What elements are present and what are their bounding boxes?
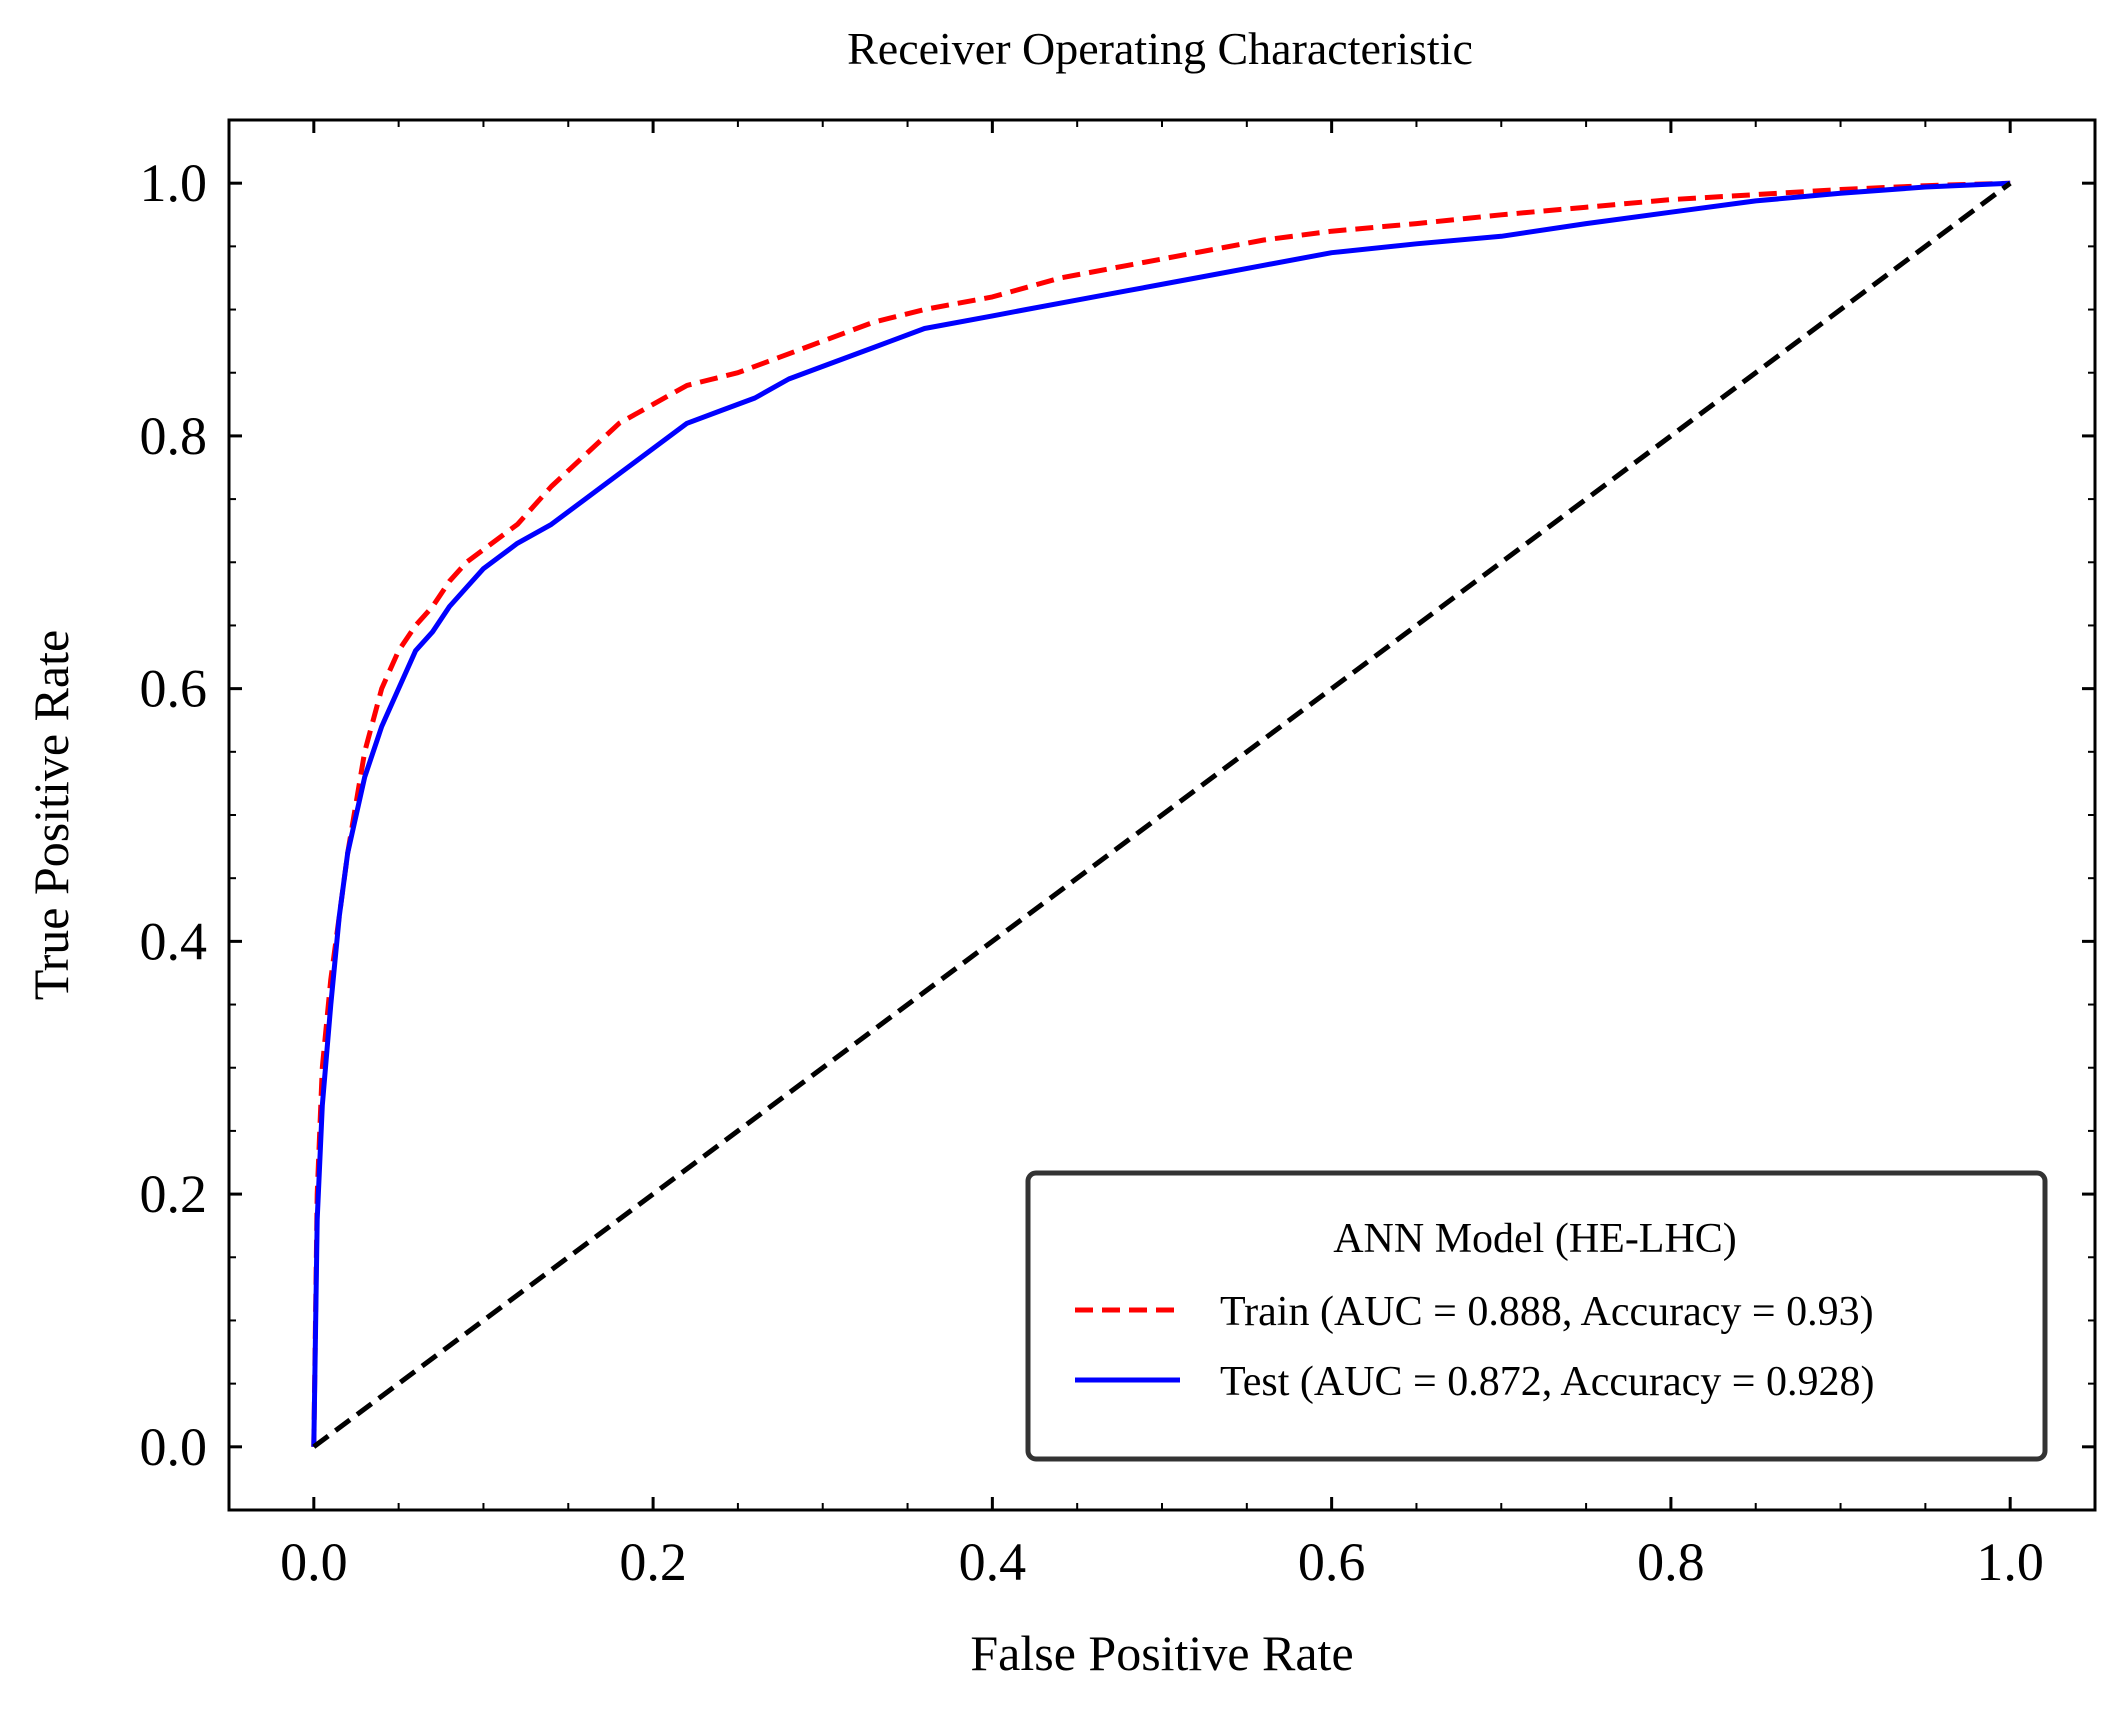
legend-train-label: Train (AUC = 0.888, Accuracy = 0.93)	[1220, 1289, 1874, 1335]
y-tick-label: 0.2	[140, 1164, 208, 1224]
x-tick-label: 0.6	[1298, 1532, 1366, 1592]
series-layer	[311, 180, 2012, 1449]
x-tick-label: 0.2	[619, 1532, 687, 1592]
chart-title: Receiver Operating Characteristic	[847, 23, 1473, 74]
y-tick-label: 1.0	[140, 153, 208, 213]
y-tick-label: 0.6	[140, 659, 208, 719]
test-roc-line	[311, 180, 2011, 1447]
y-tick-label: 0.0	[140, 1417, 208, 1477]
y-axis-label: True Positive Rate	[23, 630, 79, 1000]
chance-diagonal-line	[312, 181, 2012, 1449]
legend-title: ANN Model (HE-LHC)	[1333, 1216, 1737, 1262]
x-tick-label: 0.0	[280, 1532, 348, 1592]
legend-test-label: Test (AUC = 0.872, Accuracy = 0.928)	[1220, 1359, 1874, 1405]
legend-box	[1025, 1170, 2048, 1462]
x-tick-label: 0.4	[959, 1532, 1027, 1592]
y-tick-label: 0.8	[140, 406, 208, 466]
y-tick-label: 0.4	[140, 911, 208, 971]
ticks-layer: 0.0 0.0 0.2 0.2 0.4 0.4 0.6 0.6 0.8 0.8 1.0 1.0	[140, 119, 2096, 1592]
x-axis-label: False Positive Rate	[970, 1625, 1353, 1681]
x-tick-label: 0.8	[1637, 1532, 1705, 1592]
axes-frame	[227, 118, 2097, 1512]
legend: ANN Model (HE-LHC) Train (AUC = 0.888, A…	[1025, 1170, 2048, 1462]
x-tick-label: 1.0	[1976, 1532, 2044, 1592]
